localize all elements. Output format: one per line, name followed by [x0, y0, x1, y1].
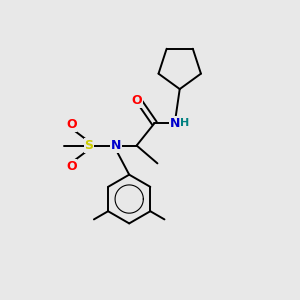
Text: S: S: [85, 139, 94, 152]
Text: N: N: [170, 117, 181, 130]
Text: O: O: [131, 94, 142, 107]
Text: N: N: [111, 139, 121, 152]
Text: H: H: [180, 118, 189, 128]
Text: O: O: [66, 118, 76, 131]
Text: O: O: [66, 160, 76, 173]
